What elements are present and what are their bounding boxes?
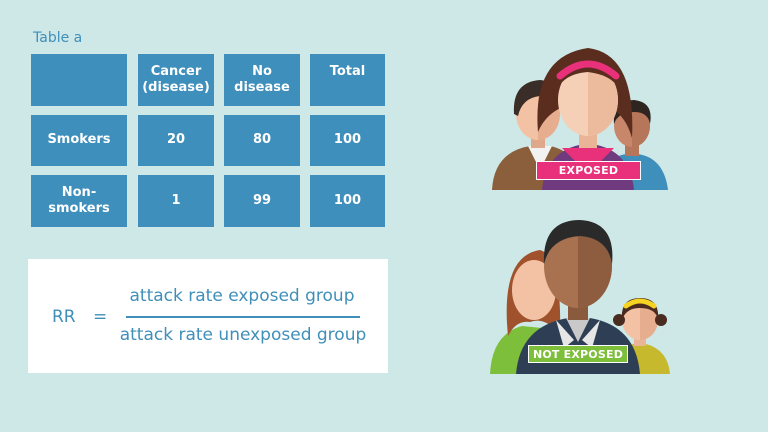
table-cell: 1 — [138, 175, 214, 227]
table-cell: 80 — [224, 115, 300, 166]
table-header-cancer: Cancer (disease) — [138, 54, 214, 106]
table-cell: 100 — [310, 115, 385, 166]
table-header-empty — [31, 54, 127, 106]
exposed-badge: EXPOSED — [536, 161, 641, 180]
fraction-bar — [126, 316, 360, 318]
formula-equals: = — [93, 307, 108, 327]
table-header-total: Total — [310, 54, 385, 106]
formula-card: RR = attack rate exposed group attack ra… — [28, 259, 388, 373]
table-cell: 99 — [224, 175, 300, 227]
formula-lhs: RR — [52, 307, 76, 327]
table-cell: 100 — [310, 175, 385, 227]
table-header-no-disease: No disease — [224, 54, 300, 106]
formula-numerator: attack rate exposed group — [129, 286, 355, 306]
row-label-non-smokers: Non- smokers — [31, 175, 127, 227]
row-label-smokers: Smokers — [31, 115, 127, 166]
table-caption: Table a — [33, 30, 83, 46]
formula-denominator: attack rate unexposed group — [119, 325, 367, 345]
table-cell: 20 — [138, 115, 214, 166]
not-exposed-badge: NOT EXPOSED — [528, 345, 628, 363]
